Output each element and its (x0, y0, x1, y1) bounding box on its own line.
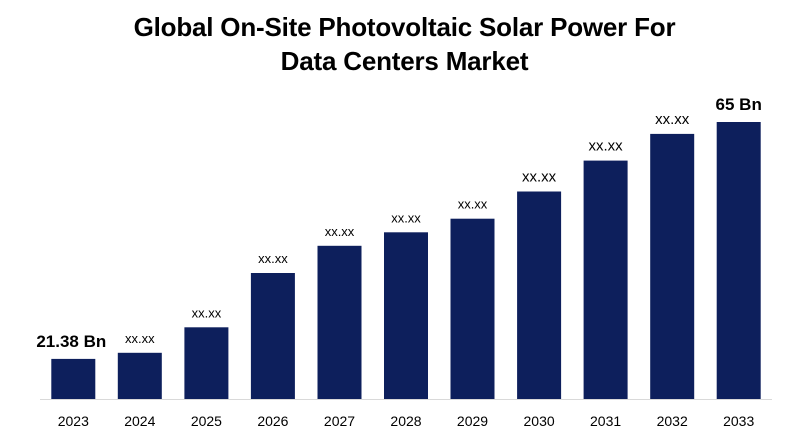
x-tick-label-2033: 2033 (723, 413, 754, 429)
data-label-2029: xx.xx (458, 197, 488, 212)
x-tick-label-2030: 2030 (524, 413, 555, 429)
data-label-2024: xx.xx (125, 331, 155, 346)
chart-title-line-1: Global On-Site Photovoltaic Solar Power … (133, 12, 676, 42)
data-label-2032: xx.xx (655, 111, 690, 128)
bar-2023 (51, 358, 96, 399)
data-label-2025: xx.xx (192, 305, 222, 320)
chart-title: Global On-Site Photovoltaic Solar Power … (0, 10, 809, 78)
bar-2032 (650, 133, 695, 399)
data-label-2028: xx.xx (391, 210, 421, 225)
x-tick-label-2025: 2025 (191, 413, 222, 429)
bar-2033 (716, 122, 761, 399)
data-label-2031: xx.xx (589, 138, 624, 155)
bar-2027 (317, 245, 362, 399)
data-label-2033: 65 Bn (716, 95, 762, 114)
x-tick-label-2026: 2026 (257, 413, 288, 429)
bar-2030 (517, 191, 562, 399)
x-tick-label-2031: 2031 (590, 413, 621, 429)
x-tick-label-2028: 2028 (390, 413, 421, 429)
chart-title-line-2: Data Centers Market (280, 46, 529, 76)
x-tick-label-2023: 2023 (58, 413, 89, 429)
x-tick-label-2032: 2032 (657, 413, 688, 429)
data-label-2026: xx.xx (258, 251, 288, 266)
data-label-2027: xx.xx (325, 224, 355, 239)
x-tick-label-2024: 2024 (124, 413, 155, 429)
data-label-2030: xx.xx (522, 169, 557, 186)
x-tick-label-2027: 2027 (324, 413, 355, 429)
bar-2024 (117, 352, 162, 399)
x-tick-label-2029: 2029 (457, 413, 488, 429)
data-label-2023: 21.38 Bn (36, 332, 106, 351)
bar-2026 (250, 273, 295, 399)
bar-2029 (450, 218, 495, 399)
bar-2031 (583, 160, 628, 399)
bar-2025 (184, 327, 229, 399)
bar-2028 (384, 232, 428, 399)
